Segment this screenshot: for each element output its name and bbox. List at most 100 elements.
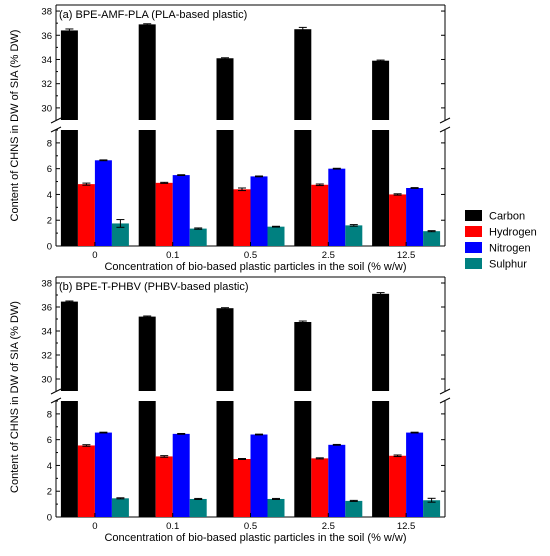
y-axis-title: Content of CHNS in DW of SIA (% DW) bbox=[9, 301, 21, 493]
bar-carbon bbox=[138, 316, 156, 391]
legend-swatch bbox=[465, 258, 482, 269]
bar-carbon-lower bbox=[138, 130, 156, 246]
legend-swatch bbox=[465, 242, 482, 253]
panel-title: (b) BPE-T-PHBV (PHBV-based plastic) bbox=[59, 281, 249, 293]
bar-carbon-lower bbox=[372, 401, 390, 517]
legend-label: Sulphur bbox=[489, 259, 527, 271]
legend-label: Hydrogen bbox=[489, 227, 537, 239]
bar-hydrogen bbox=[155, 456, 173, 517]
bar-nitrogen bbox=[250, 176, 268, 246]
bar-carbon-lower bbox=[60, 401, 78, 517]
y-tick-label: 38 bbox=[41, 7, 52, 18]
bar-carbon bbox=[372, 293, 390, 391]
bar-carbon bbox=[372, 60, 390, 120]
x-tick-label: 0.5 bbox=[244, 521, 257, 532]
legend-label: Carbon bbox=[489, 211, 525, 223]
x-tick-label: 0.5 bbox=[244, 250, 257, 261]
y-tick-label: 38 bbox=[41, 279, 52, 290]
y-tick-label: 8 bbox=[47, 138, 52, 149]
bar-nitrogen bbox=[172, 175, 190, 246]
y-tick-label: 2 bbox=[47, 216, 52, 227]
y-tick-label: 0 bbox=[47, 242, 52, 253]
y-tick-label: 36 bbox=[41, 31, 52, 42]
bar-carbon-lower bbox=[294, 130, 312, 246]
bar-sulphur bbox=[189, 228, 207, 246]
bar-carbon-lower bbox=[216, 401, 234, 517]
y-axis-title: Content of CHNS in DW of SIA (% DW) bbox=[9, 30, 21, 222]
legend: Carbon Hydrogen Nitrogen Sulphur bbox=[465, 210, 537, 271]
bar-hydrogen bbox=[233, 189, 251, 246]
bar-carbon bbox=[60, 301, 78, 391]
bar-nitrogen bbox=[406, 432, 424, 517]
y-tick-label: 32 bbox=[41, 351, 52, 362]
y-tick-label: 6 bbox=[47, 164, 52, 175]
bar-carbon bbox=[60, 30, 78, 121]
bar-sulphur bbox=[423, 500, 441, 517]
bar-sulphur bbox=[189, 498, 207, 517]
axis-break-mark bbox=[50, 117, 62, 124]
legend-label: Nitrogen bbox=[489, 243, 531, 255]
bar-hydrogen bbox=[77, 445, 95, 517]
panel-title: (a) BPE-AMF-PLA (PLA-based plastic) bbox=[59, 9, 247, 21]
axis-break-mark bbox=[439, 397, 451, 404]
x-tick-label: 12.5 bbox=[397, 250, 416, 261]
bar-hydrogen bbox=[311, 184, 329, 246]
x-tick-label: 2.5 bbox=[322, 250, 335, 261]
x-axis-title: Concentration of bio-based plastic parti… bbox=[104, 261, 406, 273]
bar-sulphur bbox=[423, 231, 441, 246]
x-tick-label: 0.1 bbox=[166, 521, 179, 532]
bar-carbon-lower bbox=[294, 401, 312, 517]
bar-carbon-lower bbox=[138, 401, 156, 517]
y-tick-label: 34 bbox=[41, 327, 52, 338]
bar-nitrogen bbox=[250, 434, 268, 517]
bar-sulphur bbox=[267, 498, 285, 517]
bar-hydrogen bbox=[389, 455, 407, 517]
bar-hydrogen bbox=[155, 182, 173, 246]
x-tick-label: 0 bbox=[92, 521, 97, 532]
y-tick-label: 34 bbox=[41, 55, 52, 66]
y-tick-label: 4 bbox=[47, 461, 52, 472]
bar-nitrogen bbox=[94, 432, 112, 517]
bar-carbon-lower bbox=[372, 130, 390, 246]
axis-break-mark bbox=[439, 117, 451, 124]
bar-carbon bbox=[294, 29, 312, 120]
bar-sulphur bbox=[111, 498, 129, 517]
y-tick-label: 32 bbox=[41, 79, 52, 90]
bar-hydrogen bbox=[389, 194, 407, 246]
y-tick-label: 2 bbox=[47, 487, 52, 498]
bar-nitrogen bbox=[172, 433, 190, 517]
bar-nitrogen bbox=[406, 188, 424, 246]
bar-carbon-lower bbox=[60, 130, 78, 246]
x-tick-label: 0.1 bbox=[166, 250, 179, 261]
bar-carbon bbox=[294, 322, 312, 391]
bar-carbon bbox=[216, 308, 234, 391]
x-tick-label: 2.5 bbox=[322, 521, 335, 532]
bar-carbon bbox=[138, 24, 156, 120]
y-tick-label: 30 bbox=[41, 103, 52, 114]
bar-sulphur bbox=[345, 500, 363, 517]
legend-swatch bbox=[465, 210, 482, 221]
axis-break-mark bbox=[439, 388, 451, 395]
bar-sulphur bbox=[345, 225, 363, 246]
x-tick-label: 0 bbox=[92, 250, 97, 261]
bar-sulphur bbox=[111, 223, 129, 246]
y-tick-label: 30 bbox=[41, 375, 52, 386]
bar-hydrogen bbox=[233, 459, 251, 517]
chart-panel-a: 30 32 34 36 38 0 2 4 6 8 0 0.1 0.5 2.5 12.5 (a) BPE-AMF… bbox=[9, 4, 451, 273]
y-tick-label: 6 bbox=[47, 435, 52, 446]
y-tick-label: 0 bbox=[47, 513, 52, 524]
legend-swatch bbox=[465, 226, 482, 237]
axis-break-mark bbox=[439, 126, 451, 133]
bar-nitrogen bbox=[328, 168, 346, 246]
x-tick-label: 12.5 bbox=[397, 521, 416, 532]
y-tick-label: 36 bbox=[41, 303, 52, 314]
y-tick-label: 8 bbox=[47, 409, 52, 420]
x-axis-title: Concentration of bio-based plastic parti… bbox=[104, 532, 406, 544]
axis-break-mark bbox=[50, 388, 62, 395]
y-tick-label: 4 bbox=[47, 190, 52, 201]
bar-nitrogen bbox=[94, 160, 112, 246]
bar-carbon-lower bbox=[216, 130, 234, 246]
chart-panel-b: 30 32 34 36 38 0 2 4 6 8 0 0.1 0.5 2.5 12.5 (b) BPE-T-P… bbox=[9, 276, 451, 544]
